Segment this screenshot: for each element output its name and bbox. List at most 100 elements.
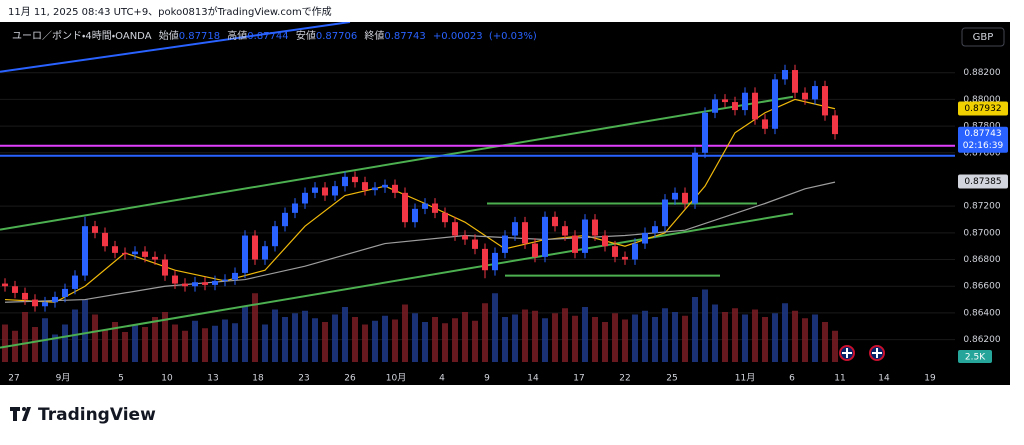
y-tick-label: 0.86600	[963, 282, 1000, 292]
y-tick-label: 0.87800	[963, 122, 1000, 132]
volume-bar	[302, 310, 308, 362]
candle-body	[662, 199, 668, 227]
legend-value: 0.87744	[247, 31, 288, 42]
volume-bar	[562, 308, 568, 362]
candle-body	[392, 184, 398, 193]
volume-bar	[332, 314, 338, 362]
volume-bar	[252, 293, 258, 362]
candle-body	[252, 235, 258, 260]
volume-bar	[722, 312, 728, 362]
volume-bar	[2, 324, 8, 362]
volume-bar	[542, 318, 548, 362]
volume-bar	[622, 319, 628, 362]
legend-value: 0.87743	[384, 31, 425, 42]
candle-body	[702, 112, 708, 153]
volume-bar	[572, 315, 578, 362]
volume-bar	[242, 305, 248, 362]
candle-body	[292, 203, 298, 213]
volume-bar	[52, 334, 58, 362]
volume-bar	[412, 313, 418, 362]
candle-body	[382, 184, 388, 188]
volume-bar	[672, 312, 678, 362]
volume-bar	[312, 318, 318, 362]
candle-body	[782, 70, 788, 80]
candle-body	[792, 70, 798, 93]
candle-body	[412, 208, 418, 223]
candle-body	[432, 203, 438, 213]
candle-body	[262, 246, 268, 260]
x-tick-label: 13	[207, 374, 218, 384]
price-tag	[958, 126, 1008, 153]
candle-body	[502, 235, 508, 253]
candle-body	[272, 226, 278, 247]
currency[interactable]: GBP	[973, 32, 994, 43]
volume-bar	[762, 317, 768, 362]
candle-body	[282, 212, 288, 227]
series-layer	[0, 22, 955, 362]
volume-bar	[12, 330, 18, 362]
volume-bar	[382, 315, 388, 362]
volume-bar	[222, 319, 228, 362]
y-tick-label: 0.87600	[963, 148, 1000, 158]
candle-body	[42, 302, 48, 307]
volume-bar	[402, 304, 408, 362]
candle-body	[2, 283, 8, 287]
volume-bar	[822, 322, 828, 362]
candle-body	[182, 283, 188, 287]
volume-bar	[102, 329, 108, 362]
candle-body	[592, 219, 598, 236]
candle-body	[752, 92, 758, 120]
volume-bar	[112, 322, 118, 362]
volume-bar	[232, 323, 238, 362]
candle-body	[482, 248, 488, 271]
candle-body	[442, 212, 448, 223]
candle-body	[232, 272, 238, 280]
legend: ユーロ／ポンド・4時間・OANDA 始値0.87718 高値0.87744 安値…	[12, 29, 537, 42]
volume-bar	[592, 317, 598, 362]
price-tag	[958, 101, 1008, 116]
header: 11月 11, 2025 08:43 UTC+9、poko0813がTradin…	[8, 5, 332, 18]
volume-bar	[712, 304, 718, 362]
candle-body	[402, 192, 408, 223]
x-tick-label: 27	[8, 374, 19, 384]
candle-body	[622, 256, 628, 260]
volume-bar	[522, 309, 528, 362]
x-tick-label: 14	[878, 374, 890, 384]
legend-label: 高値	[227, 29, 247, 42]
volume-bar	[452, 318, 458, 362]
y-tick-label: 0.87200	[963, 202, 1000, 212]
candle-body	[492, 252, 498, 271]
x-tick-label: 26	[344, 374, 356, 384]
logo-mark	[10, 407, 31, 421]
volume-bar	[482, 303, 488, 362]
y-tick-label: 0.86800	[963, 255, 1000, 265]
candle-body	[102, 232, 108, 247]
candle-body	[342, 176, 348, 187]
candle-body	[132, 251, 138, 255]
volume-bar	[632, 314, 638, 362]
volume-bar	[732, 308, 738, 362]
volume-bar	[752, 309, 758, 362]
volume-bar	[352, 317, 358, 362]
volume-bar	[472, 320, 478, 362]
volume-bar	[262, 324, 268, 362]
x-tick-label: 9月	[56, 373, 71, 384]
candle-body	[552, 216, 558, 227]
price-tag-label: 0.87385	[964, 177, 1001, 187]
flag-cross	[872, 348, 882, 358]
candle-body	[372, 187, 378, 191]
volume-bar	[122, 332, 128, 362]
y-tick-label: 0.88200	[963, 68, 1000, 78]
x-tick-label: 4	[439, 374, 445, 384]
candle-body	[572, 235, 578, 253]
volume-bar	[152, 317, 158, 362]
legend-label: 終値	[364, 29, 384, 42]
volume-bar	[92, 314, 98, 362]
volume-bar	[702, 289, 708, 362]
volume-bar	[22, 312, 28, 362]
currency-button[interactable]	[961, 27, 1005, 47]
candle-body	[712, 99, 718, 113]
symbol: ユーロ／ポンド・4時間・OANDA	[12, 30, 152, 42]
candle-body	[512, 222, 518, 236]
candle-body	[52, 296, 58, 303]
